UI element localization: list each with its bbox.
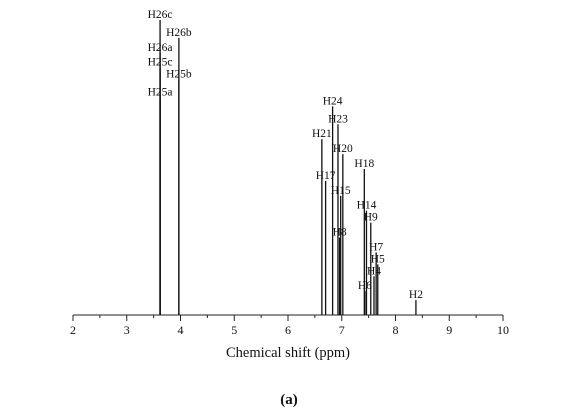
spectrum-peaks: [159, 19, 417, 315]
peak-label-h25b: H25b: [166, 69, 192, 81]
peak-label-h20: H20: [333, 143, 353, 155]
peak-label-h6: H6: [358, 280, 372, 292]
x-tick-label: 7: [339, 323, 345, 337]
peak-label-h24: H24: [323, 95, 343, 107]
peak-label-h14: H14: [357, 200, 377, 212]
x-tick-label: 5: [231, 323, 237, 337]
x-tick-label: 4: [178, 323, 184, 337]
peak-label-h26c: H26c: [148, 9, 173, 21]
x-tick-label: 8: [393, 323, 399, 337]
x-tick-label: 10: [497, 323, 509, 337]
peak-label-h4: H4: [367, 265, 381, 277]
peak-label-h26a: H26a: [148, 42, 173, 54]
panel-caption: (a): [280, 392, 298, 408]
peak-label-h26b: H26b: [166, 27, 192, 39]
peak-label-h9: H9: [364, 212, 378, 224]
x-tick-label: 3: [124, 323, 130, 337]
x-axis-ticks: 2 3 4 5 6 7 8 9 10: [70, 315, 509, 337]
peak-label-h21: H21: [312, 128, 332, 140]
peak-label-h7: H7: [369, 241, 383, 253]
peak-label-h23: H23: [328, 113, 348, 125]
peak-label-h8: H8: [333, 227, 347, 239]
peak-label-h15: H15: [331, 185, 351, 197]
peak-label-h5: H5: [371, 253, 385, 265]
x-tick-label: 6: [285, 323, 291, 337]
peak-label-h25a: H25a: [148, 86, 173, 98]
x-axis-label: Chemical shift (ppm): [226, 345, 350, 361]
peak-label-h2: H2: [409, 289, 423, 301]
x-tick-label: 2: [70, 323, 76, 337]
peak-label-h18: H18: [354, 158, 374, 170]
x-tick-label: 9: [446, 323, 452, 337]
peak-label-h17: H17: [316, 170, 336, 182]
peak-label-h25c: H25c: [148, 57, 173, 69]
